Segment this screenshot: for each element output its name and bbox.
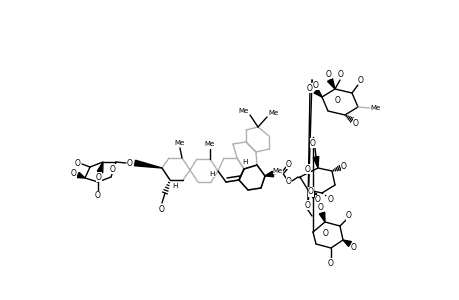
Text: O: O [71,169,77,178]
Text: O: O [75,158,81,167]
Text: O: O [304,164,310,173]
Text: O: O [325,70,331,79]
Text: O: O [327,259,333,268]
Text: O: O [285,176,291,185]
Text: Me: Me [174,140,185,146]
Text: O: O [95,191,101,200]
Polygon shape [319,212,325,222]
Polygon shape [327,79,334,89]
Text: O: O [159,206,165,214]
Polygon shape [313,89,321,97]
Polygon shape [308,190,316,198]
Polygon shape [342,240,351,246]
Text: H: H [242,159,247,165]
Text: O: O [285,160,291,169]
Polygon shape [77,172,85,178]
Text: Me: Me [204,141,215,147]
Text: O: O [317,202,323,211]
Text: O: O [313,80,318,89]
Text: O: O [309,139,315,148]
Text: H: H [172,183,177,189]
Text: O: O [96,172,102,182]
Text: H: H [209,171,214,177]
Polygon shape [134,160,162,168]
Text: Me: Me [370,105,381,111]
Text: O: O [340,161,346,170]
Text: O: O [322,230,328,238]
Text: Me: Me [238,108,249,114]
Text: O: O [350,244,356,253]
Text: O: O [334,95,340,104]
Text: O: O [345,212,351,220]
Polygon shape [313,157,318,168]
Text: O: O [337,70,343,79]
Polygon shape [264,171,273,177]
Text: O: O [127,158,133,167]
Text: O: O [308,188,313,196]
Text: O: O [357,76,363,85]
Text: O: O [327,196,333,205]
Text: O: O [110,164,116,173]
Text: Me: Me [272,168,282,174]
Text: O: O [353,118,358,127]
Text: O: O [314,196,320,205]
Text: O: O [304,200,310,209]
Polygon shape [97,162,103,173]
Text: Me: Me [269,110,279,116]
Text: O: O [307,83,312,92]
